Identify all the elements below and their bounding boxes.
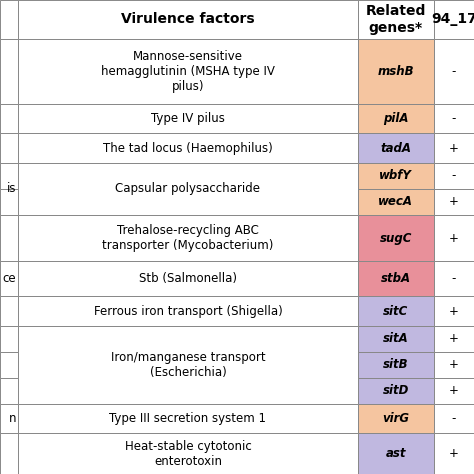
Bar	[358, 215, 434, 261]
Text: wecA: wecA	[378, 195, 413, 209]
Bar	[0, 39, 18, 104]
Text: Related
genes*: Related genes*	[365, 4, 426, 35]
Bar	[0, 326, 18, 352]
Bar	[0, 0, 18, 39]
Text: +: +	[449, 231, 459, 245]
Text: +: +	[449, 332, 459, 345]
Bar	[0, 404, 18, 433]
Bar	[18, 133, 358, 163]
Text: -: -	[452, 112, 456, 125]
Text: mshB: mshB	[377, 65, 414, 78]
Text: ast: ast	[385, 447, 406, 460]
Bar	[434, 104, 474, 133]
Bar	[18, 404, 358, 433]
Text: Type IV pilus: Type IV pilus	[151, 112, 225, 125]
Text: virG: virG	[383, 412, 409, 425]
Bar	[18, 433, 358, 474]
Bar	[358, 326, 434, 352]
Bar	[0, 189, 18, 215]
Text: tadA: tadA	[380, 142, 411, 155]
Text: +: +	[449, 304, 459, 318]
Bar	[358, 104, 434, 133]
Text: pilA: pilA	[383, 112, 409, 125]
Bar	[0, 433, 18, 474]
Bar	[0, 215, 18, 261]
Text: -: -	[452, 169, 456, 182]
Text: Virulence factors: Virulence factors	[121, 12, 255, 27]
Text: -: -	[452, 412, 456, 425]
Bar	[18, 215, 358, 261]
Bar	[358, 352, 434, 378]
Bar	[0, 104, 18, 133]
Bar	[434, 352, 474, 378]
Bar	[434, 261, 474, 296]
Bar	[358, 39, 434, 104]
Text: stbA: stbA	[381, 272, 411, 285]
Bar	[434, 404, 474, 433]
Text: The tad locus (Haemophilus): The tad locus (Haemophilus)	[103, 142, 273, 155]
Bar	[0, 261, 18, 296]
Bar	[434, 0, 474, 39]
Bar	[18, 326, 358, 404]
Text: +: +	[449, 358, 459, 371]
Bar	[434, 133, 474, 163]
Text: Ferrous iron transport (Shigella): Ferrous iron transport (Shigella)	[93, 304, 283, 318]
Text: sitD: sitD	[383, 384, 409, 397]
Text: sitC: sitC	[383, 304, 409, 318]
Bar	[0, 352, 18, 378]
Bar	[18, 296, 358, 326]
Bar	[434, 189, 474, 215]
Bar	[358, 378, 434, 404]
Bar	[434, 215, 474, 261]
Text: sitA: sitA	[383, 332, 409, 345]
Bar	[358, 0, 434, 39]
Bar	[358, 189, 434, 215]
Text: Iron/manganese transport
(Escherichia): Iron/manganese transport (Escherichia)	[110, 351, 265, 379]
Bar	[18, 163, 358, 215]
Bar	[358, 163, 434, 189]
Bar	[434, 326, 474, 352]
Bar	[358, 296, 434, 326]
Bar	[358, 133, 434, 163]
Bar	[18, 261, 358, 296]
Text: Type III secretion system 1: Type III secretion system 1	[109, 412, 266, 425]
Bar	[434, 39, 474, 104]
Text: +: +	[449, 384, 459, 397]
Text: sitB: sitB	[383, 358, 409, 371]
Bar	[434, 378, 474, 404]
Bar	[358, 404, 434, 433]
Bar	[434, 433, 474, 474]
Text: Heat-stable cytotonic
enterotoxin: Heat-stable cytotonic enterotoxin	[125, 439, 251, 468]
Text: ce: ce	[2, 272, 16, 285]
Text: Trehalose-recycling ABC
transporter (Mycobacterium): Trehalose-recycling ABC transporter (Myc…	[102, 224, 273, 252]
Text: -: -	[452, 272, 456, 285]
Bar	[434, 296, 474, 326]
Text: sugC: sugC	[380, 231, 412, 245]
Bar	[358, 433, 434, 474]
Text: wbfY: wbfY	[379, 169, 412, 182]
Bar	[434, 163, 474, 189]
Text: +: +	[449, 142, 459, 155]
Bar	[18, 0, 358, 39]
Text: +: +	[449, 195, 459, 209]
Text: Stb (Salmonella): Stb (Salmonella)	[139, 272, 237, 285]
Bar	[0, 133, 18, 163]
Text: Capsular polysaccharide: Capsular polysaccharide	[116, 182, 260, 195]
Text: +: +	[449, 447, 459, 460]
Bar	[0, 296, 18, 326]
Bar	[0, 163, 18, 189]
Text: n: n	[9, 412, 16, 425]
Text: is: is	[7, 182, 16, 195]
Text: Mannose-sensitive
hemagglutinin (MSHA type IV
pilus): Mannose-sensitive hemagglutinin (MSHA ty…	[101, 50, 275, 93]
Text: 94_17: 94_17	[431, 12, 474, 27]
Bar	[358, 261, 434, 296]
Bar	[0, 378, 18, 404]
Bar	[18, 104, 358, 133]
Bar	[18, 39, 358, 104]
Text: -: -	[452, 65, 456, 78]
